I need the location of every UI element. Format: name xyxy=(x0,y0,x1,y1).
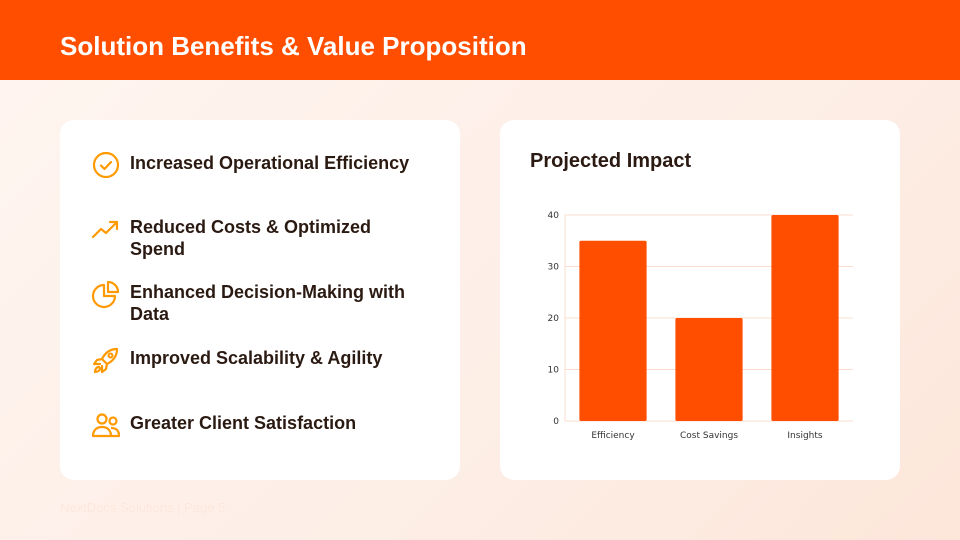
bar-insights xyxy=(771,215,839,421)
benefits-card: Increased Operational Efficiency Reduced… xyxy=(60,120,460,480)
benefit-label: Reduced Costs & Optimized Spend xyxy=(130,217,372,259)
benefit-label: Increased Operational Efficiency xyxy=(130,153,410,173)
benefit-label: Enhanced Decision-Making with Data xyxy=(130,282,406,324)
page-title: Solution Benefits & Value Proposition xyxy=(60,31,527,61)
y-tick-label: 10 xyxy=(548,366,560,376)
bar-cost-savings xyxy=(675,318,743,421)
y-tick-label: 30 xyxy=(548,263,560,273)
benefit-item: Improved Scalability & Agility xyxy=(90,347,420,376)
x-tick-label: Efficiency xyxy=(591,431,635,441)
y-tick-label: 0 xyxy=(553,417,559,427)
pie-chart-icon xyxy=(91,280,120,309)
benefit-item: Enhanced Decision-Making with Data xyxy=(90,280,420,325)
benefit-item: Greater Client Satisfaction xyxy=(90,412,420,441)
benefit-label: Improved Scalability & Agility xyxy=(130,348,383,368)
benefit-item: Increased Operational Efficiency xyxy=(90,151,420,181)
bar-chart: 0 10 20 30 40 Efficiency Cost Savings Insights xyxy=(548,211,853,441)
y-tick-label: 20 xyxy=(548,314,560,324)
header-bar: Solution Benefits & Value Proposition xyxy=(0,0,960,80)
footer-text: NextDocs Solutions | Page 5 xyxy=(60,500,226,515)
y-tick-label: 40 xyxy=(548,211,560,221)
check-circle-icon xyxy=(92,151,120,179)
trending-up-icon xyxy=(91,220,119,239)
users-icon xyxy=(91,413,121,438)
benefit-label: Greater Client Satisfaction xyxy=(130,413,357,433)
bar-efficiency xyxy=(579,240,647,421)
rocket-icon xyxy=(92,347,119,374)
chart-card: Projected Impact 0 10 20 30 40 Efficiency Cost… xyxy=(500,120,900,480)
chart-title: Projected Impact xyxy=(530,150,692,172)
x-tick-label: Cost Savings xyxy=(680,431,738,441)
x-tick-label: Insights xyxy=(787,431,822,441)
benefit-item: Reduced Costs & Optimized Spend xyxy=(90,216,420,260)
